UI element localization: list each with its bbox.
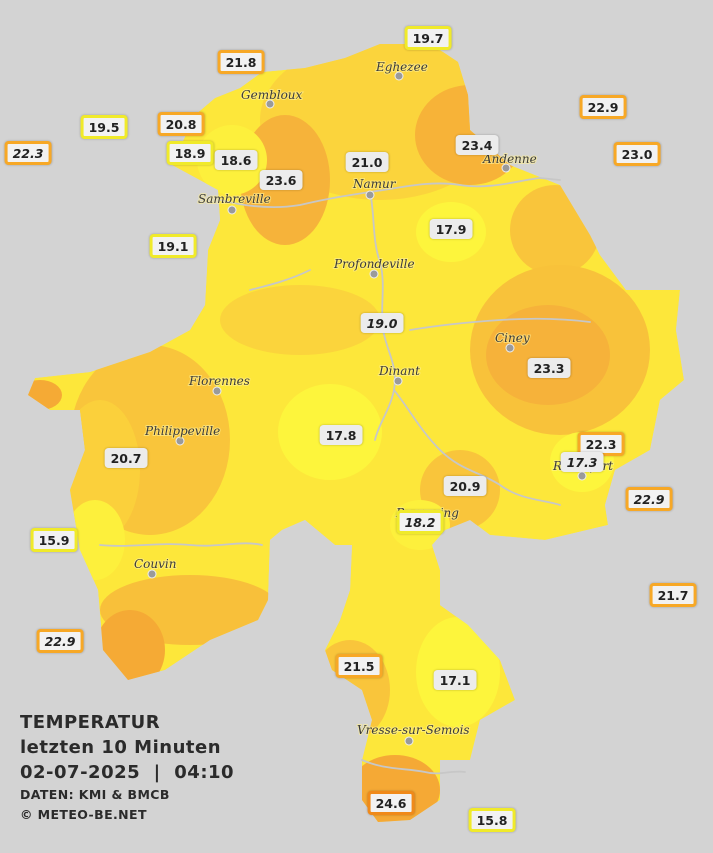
temperature-badge[interactable]: 24.6 — [367, 791, 415, 815]
temperature-badge[interactable]: 23.4 — [455, 135, 499, 155]
city-label-florennes: Florennes — [188, 374, 250, 388]
city-label-sambreville: Sambreville — [198, 192, 271, 206]
city-dot-philippeville — [175, 436, 185, 446]
city-dot-ciney — [505, 343, 515, 353]
temperature-badge[interactable]: 21.8 — [217, 50, 265, 74]
temperature-badge[interactable]: 23.6 — [259, 170, 303, 190]
city-dot-namur — [365, 190, 375, 200]
temperature-badge[interactable]: 17.1 — [433, 670, 477, 690]
city-label-namur: Namur — [352, 177, 397, 191]
temperature-badge[interactable]: 15.8 — [468, 808, 516, 832]
temperature-badge[interactable]: 17.9 — [429, 219, 473, 239]
city-dot-profondeville — [369, 269, 379, 279]
city-dot-gembloux — [265, 99, 275, 109]
legend-copyright: © METEO-BE.NET — [20, 807, 147, 822]
city-label-eghezee: Eghezee — [375, 60, 428, 74]
map-legend: TEMPERATUR letzten 10 Minuten 02-07-2025… — [20, 710, 234, 825]
city-dot-andenne — [501, 163, 511, 173]
city-dot-couvin — [147, 569, 157, 579]
city-dot-vresse — [404, 736, 414, 746]
city-dot-sambreville — [227, 205, 237, 215]
legend-source: DATEN: KMI & BMCB — [20, 787, 170, 802]
temperature-badge[interactable]: 19.0 — [360, 313, 404, 333]
city-label-vresse: Vresse-sur-Semois — [357, 723, 470, 737]
legend-datetime: 02-07-2025 | 04:10 — [20, 762, 235, 783]
temperature-badge[interactable]: 21.5 — [335, 654, 383, 678]
temperature-badge[interactable]: 22.3 — [4, 141, 52, 165]
city-dot-dinant — [393, 376, 403, 386]
temperature-badge[interactable]: 19.1 — [149, 234, 197, 258]
city-dot-eghezee — [394, 71, 404, 81]
temperature-badge[interactable]: 21.0 — [345, 152, 389, 172]
legend-subtitle: letzten 10 Minuten — [20, 737, 222, 758]
temperature-badge[interactable]: 17.3 — [560, 452, 604, 472]
city-label-philippeville: Philippeville — [144, 424, 220, 438]
city-dot-rochefort — [577, 471, 587, 481]
city-label-ciney: Ciney — [495, 331, 530, 345]
temperature-badge[interactable]: 22.9 — [579, 95, 627, 119]
city-label-dinant: Dinant — [378, 364, 420, 378]
temperature-badge[interactable]: 15.9 — [30, 528, 78, 552]
city-label-profondeville: Profondeville — [333, 257, 415, 271]
temperature-badge[interactable]: 18.6 — [214, 150, 258, 170]
temperature-badge[interactable]: 23.3 — [527, 358, 571, 378]
temperature-badge[interactable]: 20.9 — [443, 476, 487, 496]
city-dot-florennes — [212, 386, 222, 396]
legend-title: TEMPERATUR — [20, 712, 161, 733]
temperature-badge[interactable]: 21.7 — [649, 583, 697, 607]
city-label-andenne: Andenne — [482, 152, 537, 166]
city-label-couvin: Couvin — [134, 557, 176, 571]
temperature-badge[interactable]: 23.0 — [613, 142, 661, 166]
temperature-badge[interactable]: 18.2 — [396, 510, 444, 534]
temperature-badge[interactable]: 18.9 — [166, 141, 214, 165]
city-label-gembloux: Gembloux — [241, 88, 303, 102]
temperature-badge[interactable]: 22.9 — [625, 487, 673, 511]
temperature-badge[interactable]: 19.5 — [80, 115, 128, 139]
temperature-badge[interactable]: 20.7 — [104, 448, 148, 468]
temperature-badge[interactable]: 20.8 — [157, 112, 205, 136]
temperature-badge[interactable]: 19.7 — [404, 26, 452, 50]
temperature-badge[interactable]: 17.8 — [319, 425, 363, 445]
temperature-badge[interactable]: 22.9 — [36, 629, 84, 653]
